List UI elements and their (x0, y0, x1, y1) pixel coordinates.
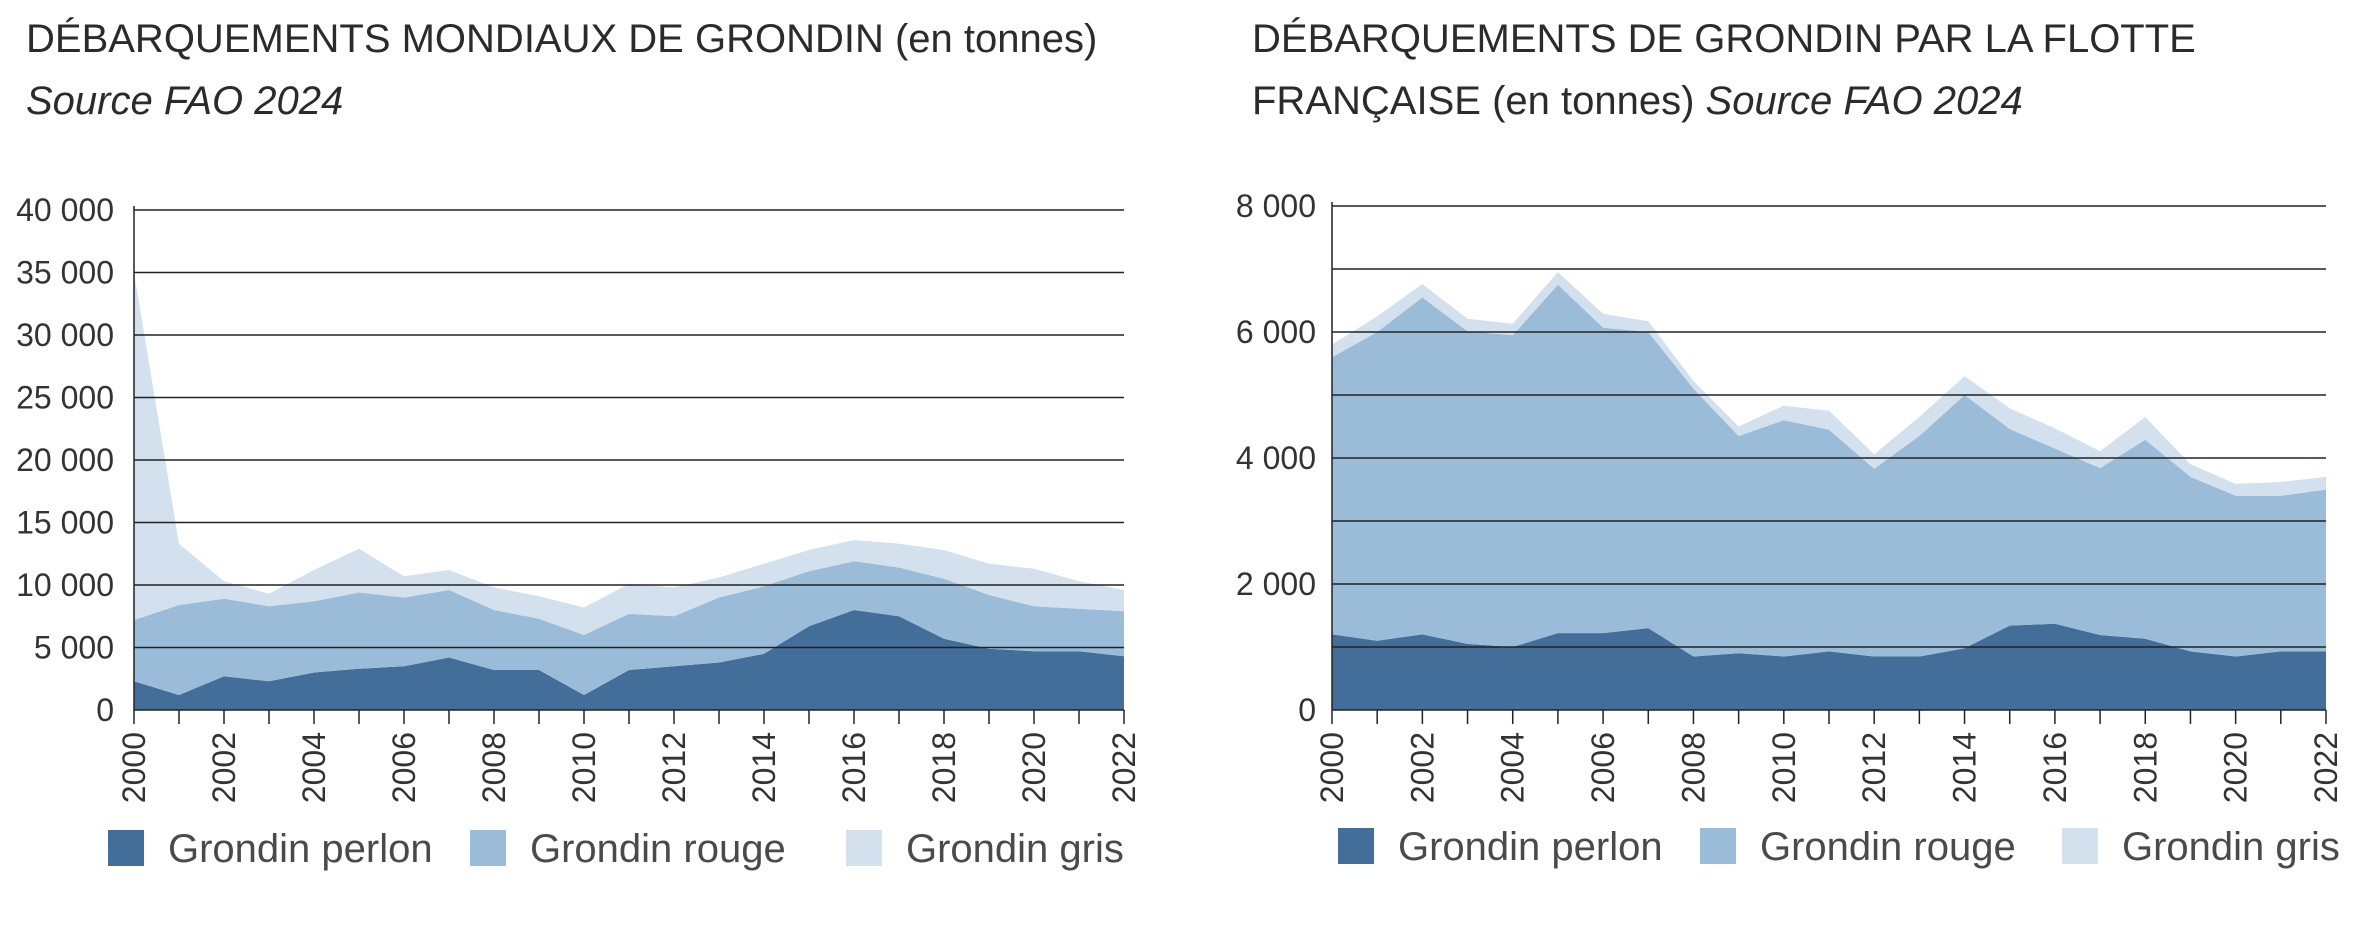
legend-label: Grondin rouge (530, 827, 786, 871)
x-tick-label: 2010 (566, 732, 602, 803)
chart-panel-world: DÉBARQUEMENTS MONDIAUX DE GRONDIN (en to… (16, 8, 1142, 871)
x-tick-label: 2000 (1314, 732, 1350, 803)
chart-subtitle: Source FAO 2024 (26, 79, 344, 123)
y-tick-label: 15 000 (16, 505, 114, 541)
chart-title-text: DÉBARQUEMENTS MONDIAUX DE GRONDIN (26, 17, 884, 61)
area-series-grondin-gris (1332, 272, 2326, 496)
x-tick-label: 2008 (476, 732, 512, 803)
x-tick-label: 2000 (116, 732, 152, 803)
legend-label: Grondin rouge (1760, 825, 2016, 869)
legend-label: Grondin gris (2122, 825, 2340, 869)
x-tick-label: 2016 (836, 732, 872, 803)
stacked-area-chart: 0 2 000 4 000 6 000 8 000 2000 2002 2004 2006 200… (1236, 188, 2344, 869)
y-tick-label: 6 000 (1236, 314, 1316, 350)
legend-label: Grondin perlon (1398, 825, 1663, 869)
area-series-grondin-rouge (134, 561, 1124, 695)
y-tick-label: 40 000 (16, 192, 114, 228)
y-tick-label: 5 000 (34, 630, 114, 666)
x-tick-label: 2022 (2308, 732, 2344, 803)
chart-title: DÉBARQUEMENTS DE GRONDIN PAR LA FLOTTE F… (1252, 8, 2312, 132)
legend-swatch-grondin-rouge (470, 830, 506, 866)
chart-title-text: DÉBARQUEMENTS DE GRONDIN PAR LA FLOTTE F… (1252, 17, 2196, 123)
area-series-grondin-gris (134, 272, 1124, 635)
chart-subtitle: Source FAO 2024 (1705, 79, 2023, 123)
x-tick-label: 2002 (1404, 732, 1440, 803)
y-tick-label: 35 000 (16, 255, 114, 291)
x-tick-label: 2004 (1495, 732, 1531, 803)
area-series-grondin-perlon (134, 610, 1124, 710)
legend-swatch-grondin-perlon (108, 830, 144, 866)
x-tick-label: 2014 (1947, 732, 1983, 803)
x-tick-label: 2020 (1016, 732, 1052, 803)
legend-swatch-grondin-rouge (1700, 828, 1736, 864)
x-tick-label: 2010 (1766, 732, 1802, 803)
chart-panel-france: DÉBARQUEMENTS DE GRONDIN PAR LA FLOTTE F… (1236, 0, 2358, 928)
legend-swatch-grondin-perlon (1338, 828, 1374, 864)
x-tick-label: 2006 (386, 732, 422, 803)
legend-label: Grondin gris (906, 827, 1124, 871)
y-tick-label: 2 000 (1236, 566, 1316, 602)
x-tick-label: 2022 (1106, 732, 1142, 803)
x-tick-label: 2020 (2218, 732, 2254, 803)
y-tick-label: 0 (96, 692, 114, 728)
x-tick-label: 2016 (2037, 732, 2073, 803)
x-tick-label: 2014 (746, 732, 782, 803)
x-tick-label: 2008 (1675, 732, 1711, 803)
y-tick-label: 4 000 (1236, 440, 1316, 476)
chart-title-unit: (en tonnes) (1492, 79, 1695, 123)
x-tick-label: 2004 (296, 732, 332, 803)
y-tick-label: 8 000 (1236, 188, 1316, 224)
y-tick-label: 25 000 (16, 380, 114, 416)
y-tick-label: 30 000 (16, 317, 114, 353)
stacked-area-chart: 0 5 000 10 000 15 000 20 000 25 000 30 000 35 0… (16, 192, 1142, 871)
legend-label: Grondin perlon (168, 827, 433, 871)
area-series-grondin-rouge (1332, 284, 2326, 657)
legend-swatch-grondin-gris (846, 830, 882, 866)
y-tick-label: 0 (1298, 692, 1316, 728)
area-series-grondin-perlon (1332, 623, 2326, 710)
chart-title-unit: (en tonnes) (894, 17, 1098, 61)
chart-title: DÉBARQUEMENTS MONDIAUX DE GRONDIN (en to… (26, 8, 1097, 132)
x-tick-label: 2006 (1585, 732, 1621, 803)
x-tick-label: 2012 (1856, 732, 1892, 803)
x-tick-label: 2018 (926, 732, 962, 803)
x-tick-label: 2012 (656, 732, 692, 803)
x-tick-label: 2002 (206, 732, 242, 803)
y-tick-label: 20 000 (16, 442, 114, 478)
legend-swatch-grondin-gris (2062, 828, 2098, 864)
x-tick-label: 2018 (2127, 732, 2163, 803)
y-tick-label: 10 000 (16, 567, 114, 603)
